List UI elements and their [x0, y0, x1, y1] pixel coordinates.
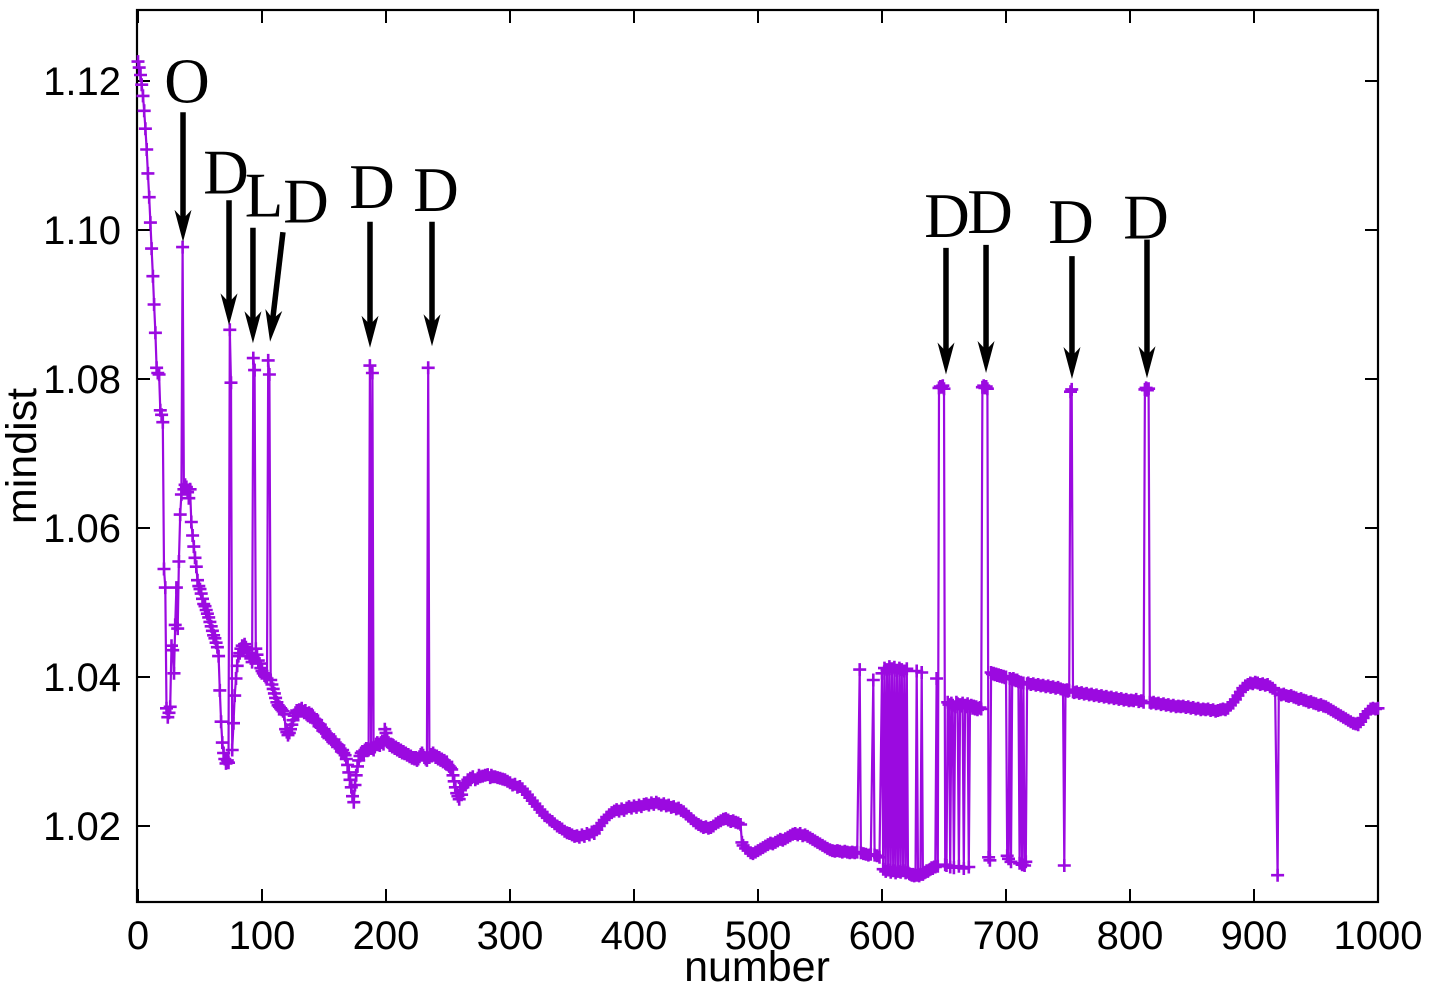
annotation-label-d: D [967, 177, 1013, 247]
annotation-label-d: D [349, 152, 395, 222]
annotation-label-d: D [1048, 187, 1094, 257]
x-tick-label: 400 [601, 914, 668, 958]
plot-frame [135, 8, 1380, 904]
annotation-label-d: D [924, 181, 970, 251]
annotation-arrow-head [1063, 347, 1081, 379]
y-tick-label: 1.10 [43, 209, 121, 253]
tick-marks [137, 10, 1379, 902]
annotation-arrow-head [361, 315, 379, 348]
plus-markers [131, 55, 1385, 883]
annotation-arrow-head [174, 209, 192, 242]
annotation-label-d: D [1123, 182, 1169, 252]
axis-ticks [137, 10, 1379, 902]
y-tick-label: 1.04 [43, 656, 121, 700]
y-tick-label: 1.02 [43, 805, 121, 849]
x-tick-label: 300 [477, 914, 544, 958]
annotation-arrow-head [244, 311, 262, 344]
annotation-label-d: D [203, 138, 249, 208]
x-tick-label: 0 [127, 914, 149, 958]
annotation-arrow-head [937, 342, 955, 375]
annotation-arrow-head [1138, 346, 1156, 379]
x-tick-label: 700 [973, 914, 1040, 958]
annotation-arrow-shaft [269, 231, 286, 325]
annotation-arrow-head [423, 314, 441, 347]
x-axis-label: number [684, 943, 830, 991]
annotation-label-d: D [413, 155, 459, 225]
annotation-label-d: D [283, 167, 329, 237]
annotation-label-o: O [164, 47, 210, 117]
annotation-label-l: L [245, 161, 283, 231]
annotation-arrow-head [265, 308, 283, 342]
x-tick-label: 100 [229, 914, 296, 958]
x-tick-label: 900 [1221, 914, 1288, 958]
annotations: ODL D D D DD D D [164, 47, 1169, 379]
x-tick-label: 500 [725, 914, 792, 958]
annotation-arrow-head [977, 341, 995, 374]
x-tick-label: 200 [353, 914, 420, 958]
x-tick-label: 600 [849, 914, 916, 958]
y-tick-label: 1.06 [43, 507, 121, 551]
y-tick-label: 1.08 [43, 358, 121, 402]
data-series-mindist [131, 55, 1385, 883]
x-tick-label: 1000 [1334, 914, 1423, 958]
annotation-arrow-head [220, 293, 238, 326]
y-tick-label: 1.12 [43, 60, 121, 104]
x-tick-label: 800 [1097, 914, 1164, 958]
y-axis-label: mindist [0, 388, 46, 524]
tick-labels: 0 100 200 300 400 500 600 700 800 900 1000 1.02 1.04… [43, 60, 1422, 958]
